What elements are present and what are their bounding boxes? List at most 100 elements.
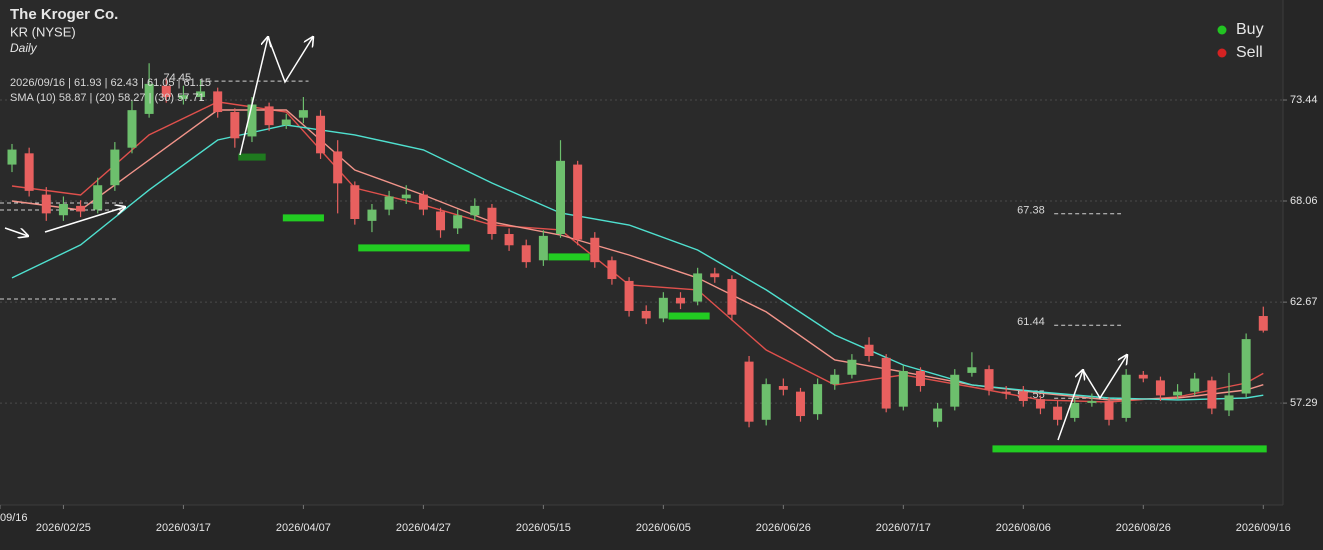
chart-subtitle: KR (NYSE) <box>10 24 76 39</box>
candle-body <box>1173 391 1183 396</box>
price-level-label: 67.38 <box>1017 205 1045 217</box>
candle-body <box>1001 391 1011 394</box>
candle-body <box>436 211 446 231</box>
candle-body <box>1207 380 1217 409</box>
candle-body <box>795 391 805 417</box>
candle-body <box>213 91 223 113</box>
legend-label: Sell <box>1236 44 1263 61</box>
candle-body <box>230 112 240 139</box>
candle-body <box>641 310 651 319</box>
interval: Daily <box>10 41 38 55</box>
candle-body <box>178 95 188 99</box>
candle-body <box>967 367 977 373</box>
y-tick-label: 73.44 <box>1290 94 1318 106</box>
candle-body <box>898 371 908 407</box>
candle-body <box>761 384 771 420</box>
arrow <box>4 227 28 236</box>
signal-zone <box>358 244 470 252</box>
candle-body <box>1121 374 1131 418</box>
x-tick-label: 2026/02/25 <box>36 522 91 534</box>
candle-body <box>984 369 994 390</box>
legend-dot <box>1217 25 1227 35</box>
candle-body <box>744 361 754 422</box>
x-tick-label: 2026/09/16 <box>1236 522 1291 534</box>
candle-body <box>1104 401 1114 420</box>
candle-body <box>556 160 566 235</box>
ohlc-info: 2026/09/16 | 61.93 | 62.43 | 61.05 | 61.… <box>10 77 211 89</box>
grid <box>0 99 1283 404</box>
candle-body <box>401 194 411 199</box>
x-tick-label: 2026/07/17 <box>876 522 931 534</box>
candle-body <box>1241 339 1251 394</box>
candle-body <box>1190 378 1200 392</box>
candle-body <box>1138 374 1148 379</box>
candle-body <box>915 371 925 387</box>
candle-body <box>333 151 343 184</box>
candle-body <box>247 104 257 137</box>
price-level-label: 74.45 <box>164 72 192 84</box>
candle-body <box>693 273 703 302</box>
candle-body <box>950 374 960 407</box>
candles <box>7 63 1268 428</box>
candle-body <box>161 85 171 98</box>
y-tick-label: 68.06 <box>1290 195 1318 207</box>
legend: Buy Sell <box>1128 21 1264 61</box>
candle-body <box>1087 401 1097 403</box>
x-tick-label: 2026/05/15 <box>516 522 571 534</box>
candle-body <box>590 237 600 263</box>
signal-zone <box>992 445 1267 453</box>
candle-body <box>864 344 874 356</box>
candle-body <box>607 260 617 280</box>
candle-body <box>1224 395 1234 411</box>
candle-body <box>93 185 103 210</box>
candle-body <box>933 408 943 422</box>
candle-body <box>1155 380 1165 396</box>
candle-body <box>675 297 685 304</box>
candle-body <box>470 205 480 216</box>
candle-body <box>41 194 51 214</box>
candle-body <box>384 196 394 210</box>
x-tick-label: 2026/04/27 <box>396 522 451 534</box>
candle-body <box>778 386 788 390</box>
candle-body <box>1070 402 1080 418</box>
x-tick-label: 2026/04/07 <box>276 522 331 534</box>
candle-body <box>453 215 463 229</box>
sma-line <box>11 101 1264 403</box>
candle-body <box>487 207 497 235</box>
candle-body <box>316 115 326 154</box>
arrow <box>44 207 125 233</box>
candle-body <box>367 209 377 221</box>
candle-body <box>1053 406 1063 420</box>
arrow <box>1057 370 1083 441</box>
sma-info: SMA (10) 58.87 | (20) 58.27 | (30) 57.71 <box>10 92 205 104</box>
arrow <box>267 37 313 84</box>
x-tick-label: 09/16 <box>0 512 28 524</box>
x-tick-label: 2026/08/26 <box>1116 522 1171 534</box>
candle-body <box>538 235 548 261</box>
candle-body <box>573 164 583 240</box>
candle-body <box>504 234 514 246</box>
candle-body <box>7 149 17 165</box>
legend-label: Buy <box>1236 21 1264 38</box>
y-tick-label: 57.29 <box>1290 397 1318 409</box>
signal-zone <box>668 312 710 320</box>
candle-body <box>813 384 823 415</box>
candle-body <box>830 374 840 385</box>
candle-body <box>144 83 154 114</box>
candle-body <box>658 297 668 319</box>
candle-body <box>264 106 274 126</box>
y-tick-label: 62.67 <box>1290 296 1318 308</box>
sma-line <box>11 124 1264 401</box>
chart-title: The Kroger Co. <box>10 6 118 23</box>
legend-item: Sell <box>1128 44 1263 61</box>
candle-body <box>1258 316 1268 331</box>
candle-body <box>110 149 120 186</box>
price-level-label: 61.44 <box>1017 316 1045 328</box>
legend-item: Buy <box>1128 21 1264 38</box>
candle-body <box>350 185 360 220</box>
signal-zone <box>548 253 590 261</box>
arrow <box>239 37 268 156</box>
signal-arrows <box>4 37 1127 441</box>
